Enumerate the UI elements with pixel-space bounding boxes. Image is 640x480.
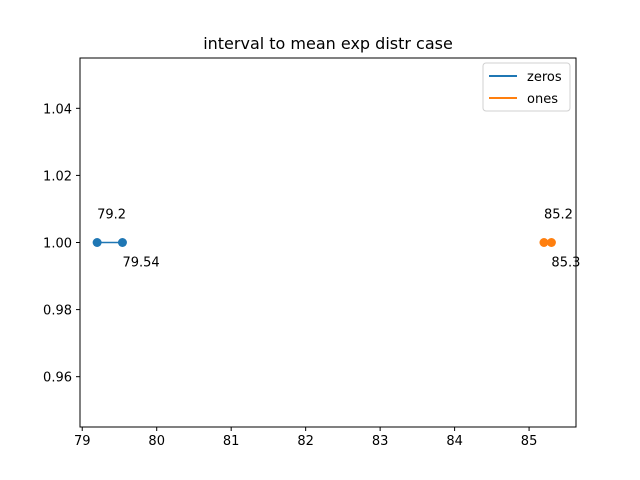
- legend-label-zeros: zeros: [527, 70, 562, 85]
- chart-title: interval to mean exp distr case: [203, 34, 453, 53]
- data-point-ones: [539, 238, 549, 247]
- legend-label-ones: ones: [527, 92, 558, 107]
- x-tick-label: 84: [446, 434, 463, 449]
- x-tick-label: 80: [148, 434, 165, 449]
- x-tick-label: 79: [74, 434, 91, 449]
- x-tick-label: 85: [521, 434, 538, 449]
- x-tick-label: 82: [297, 434, 314, 449]
- data-point-zeros: [92, 238, 102, 247]
- data-label-ones: 85.2: [544, 208, 573, 223]
- plot-frame: [79, 57, 577, 428]
- data-point-ones: [546, 238, 556, 247]
- x-tick-label: 81: [223, 434, 240, 449]
- y-tick-label: 0.96: [43, 371, 72, 386]
- data-label-ones: 85.3: [551, 256, 580, 271]
- data-label-zeros: 79.54: [122, 256, 159, 271]
- y-tick-label: 0.98: [43, 304, 72, 319]
- y-tick-label: 1.00: [43, 237, 72, 252]
- plot-area: 79 80 81 82 83 84 85 0.96 0.98 1.00 1.02 1.04 79.2 79…: [43, 102, 580, 449]
- data-point-zeros: [117, 238, 127, 247]
- legend: zeros ones: [482, 62, 571, 112]
- y-tick-label: 1.02: [43, 169, 72, 184]
- y-tick-label: 1.04: [43, 102, 72, 117]
- data-label-zeros: 79.2: [97, 208, 126, 223]
- x-tick-label: 83: [372, 434, 389, 449]
